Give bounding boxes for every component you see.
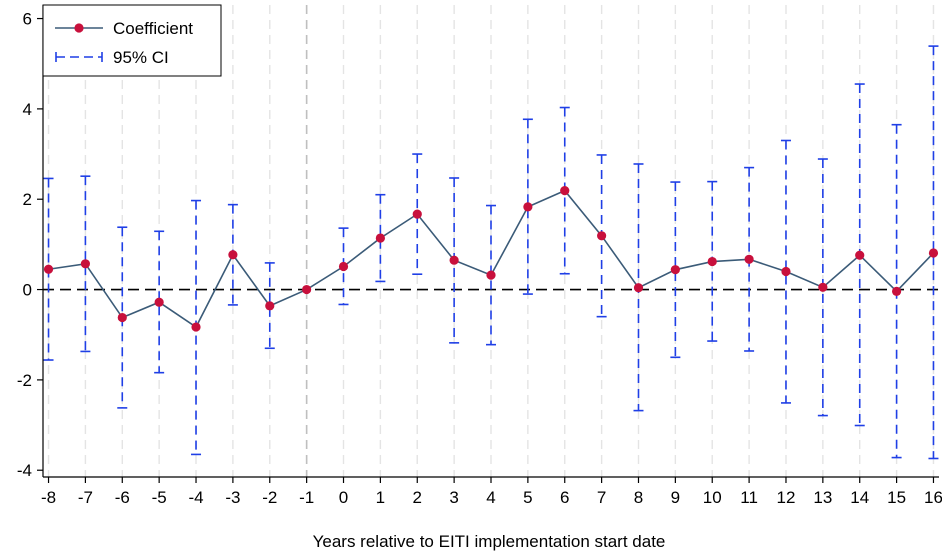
x-tick-label-10: 2 xyxy=(413,488,422,507)
coefficient-point-6 xyxy=(265,301,275,311)
x-axis-title: Years relative to EITI implementation st… xyxy=(313,532,666,551)
x-tick-label-17: 9 xyxy=(671,488,680,507)
grid-layer xyxy=(47,5,935,477)
coefficient-point-15 xyxy=(597,231,607,241)
coefficient-point-2 xyxy=(117,312,127,323)
coefficient-point-14 xyxy=(560,186,570,196)
coefficient-point-20 xyxy=(781,266,791,277)
coefficient-point-0 xyxy=(43,264,54,274)
x-tick-label-21: 13 xyxy=(813,488,832,507)
coefficient-point-16 xyxy=(633,283,644,293)
coefficient-point-13 xyxy=(523,202,533,212)
legend-ci-label: 95% CI xyxy=(113,48,169,67)
coefficient-point-17 xyxy=(670,265,680,275)
coefficient-point-9 xyxy=(375,233,385,243)
coefficient-point-4 xyxy=(191,322,201,332)
x-tick-label-0: -8 xyxy=(41,488,56,507)
x-tick-label-14: 6 xyxy=(560,488,569,507)
reference-lines xyxy=(43,5,939,477)
x-tick-label-11: 3 xyxy=(449,488,458,507)
x-tick-label-12: 4 xyxy=(486,488,495,507)
x-tick-label-22: 14 xyxy=(850,488,869,507)
x-tick-label-7: -1 xyxy=(299,488,314,507)
x-tick-label-19: 11 xyxy=(740,488,758,507)
coefficient-point-22 xyxy=(855,250,865,260)
x-tick-label-4: -4 xyxy=(188,488,203,507)
x-tick-label-1: -7 xyxy=(78,488,93,507)
coefficient-point-19 xyxy=(744,254,754,264)
x-tick-label-24: 16 xyxy=(924,488,942,507)
y-tick-label-1: -2 xyxy=(17,371,32,390)
coefficient-point-8 xyxy=(338,261,349,272)
x-tick-label-13: 5 xyxy=(523,488,532,507)
legend-coefficient-marker xyxy=(74,23,84,33)
x-tick-label-23: 15 xyxy=(887,488,906,507)
y-tick-label-3: 2 xyxy=(23,190,32,209)
x-tick-label-16: 8 xyxy=(634,488,643,507)
x-tick-label-3: -5 xyxy=(152,488,167,507)
coefficient-layer xyxy=(43,186,939,332)
x-tick-label-18: 10 xyxy=(703,488,722,507)
x-tick-label-5: -3 xyxy=(225,488,240,507)
y-tick-label-4: 4 xyxy=(23,100,32,119)
coefficient-point-21 xyxy=(818,282,828,292)
coefficient-point-7 xyxy=(302,284,312,295)
coefficient-point-24 xyxy=(928,248,939,258)
coefficient-point-3 xyxy=(154,297,164,307)
coefficient-point-1 xyxy=(80,259,91,269)
x-tick-label-15: 7 xyxy=(597,488,606,507)
x-tick-label-8: 0 xyxy=(339,488,348,507)
x-tick-label-9: 1 xyxy=(376,488,385,507)
legend-box xyxy=(42,4,222,77)
coefficient-point-10 xyxy=(412,209,422,219)
x-tick-label-6: -2 xyxy=(262,488,277,507)
y-tick-label-2: 0 xyxy=(23,281,32,300)
y-tick-label-5: 6 xyxy=(23,10,32,29)
x-tick-label-2: -6 xyxy=(115,488,130,507)
legend: Coefficient 95% CI xyxy=(42,4,222,77)
coefficient-point-23 xyxy=(891,286,902,296)
x-tick-label-20: 12 xyxy=(777,488,796,507)
coefficient-point-12 xyxy=(486,270,496,280)
coefficient-point-18 xyxy=(707,256,717,267)
y-tick-label-0: -4 xyxy=(17,461,32,480)
legend-coefficient-label: Coefficient xyxy=(113,19,193,38)
coefficient-point-11 xyxy=(449,255,459,265)
coefficient-point-5 xyxy=(228,250,238,260)
